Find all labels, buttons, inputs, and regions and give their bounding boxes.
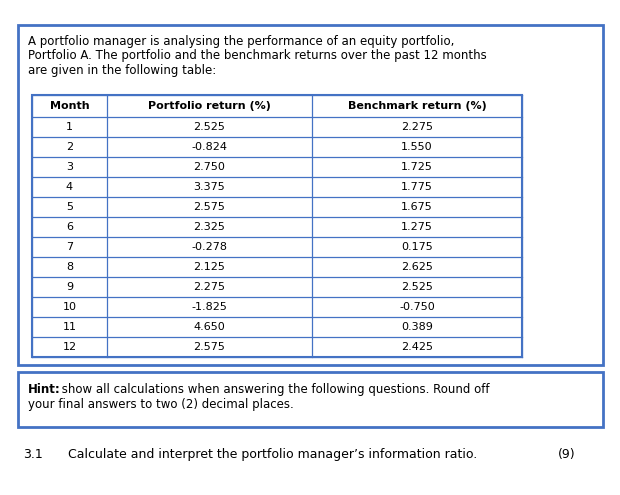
Text: show all calculations when answering the following questions. Round off: show all calculations when answering the… (58, 383, 490, 396)
Text: 2.125: 2.125 (193, 262, 226, 272)
Text: 3.1: 3.1 (23, 448, 43, 461)
Text: Portfolio return (%): Portfolio return (%) (148, 101, 271, 111)
Text: -0.278: -0.278 (192, 242, 228, 252)
Text: 2.275: 2.275 (401, 122, 433, 132)
Text: 1.725: 1.725 (401, 162, 433, 172)
Text: -0.824: -0.824 (192, 142, 228, 152)
Text: 2.275: 2.275 (193, 282, 226, 292)
Text: 3: 3 (66, 162, 73, 172)
Text: (9): (9) (558, 448, 575, 461)
Text: -0.750: -0.750 (399, 302, 435, 312)
Text: 1.550: 1.550 (401, 142, 433, 152)
Text: Benchmark return (%): Benchmark return (%) (348, 101, 486, 111)
Text: 11: 11 (63, 322, 76, 332)
Text: 2.750: 2.750 (193, 162, 226, 172)
Text: 2.575: 2.575 (193, 342, 226, 352)
Text: 2.575: 2.575 (193, 202, 226, 212)
Text: 1.275: 1.275 (401, 222, 433, 232)
Text: 12: 12 (63, 342, 76, 352)
Text: -1.825: -1.825 (192, 302, 228, 312)
Text: 7: 7 (66, 242, 73, 252)
Text: 2.625: 2.625 (401, 262, 433, 272)
Text: are given in the following table:: are given in the following table: (28, 64, 216, 77)
Text: 2.525: 2.525 (193, 122, 226, 132)
Text: Hint:: Hint: (28, 383, 61, 396)
Bar (18, 372, 603, 427)
Text: 2.425: 2.425 (401, 342, 433, 352)
Text: A portfolio manager is analysing the performance of an equity portfolio,: A portfolio manager is analysing the per… (28, 35, 454, 48)
Bar (18, 25, 603, 365)
Text: 1.775: 1.775 (401, 182, 433, 192)
Text: 2.525: 2.525 (401, 282, 433, 292)
Text: your final answers to two (2) decimal places.: your final answers to two (2) decimal pl… (28, 398, 294, 411)
Text: Portfolio A. The portfolio and the benchmark returns over the past 12 months: Portfolio A. The portfolio and the bench… (28, 50, 487, 62)
Bar (32, 95, 522, 357)
Text: 0.175: 0.175 (401, 242, 433, 252)
Text: 8: 8 (66, 262, 73, 272)
Text: 9: 9 (66, 282, 73, 292)
Text: Month: Month (50, 101, 89, 111)
Text: 3.375: 3.375 (193, 182, 226, 192)
Text: 4: 4 (66, 182, 73, 192)
Text: 1.675: 1.675 (401, 202, 433, 212)
Text: 10: 10 (63, 302, 76, 312)
Text: Calculate and interpret the portfolio manager’s information ratio.: Calculate and interpret the portfolio ma… (68, 448, 477, 461)
Text: 6: 6 (66, 222, 73, 232)
Text: 2.325: 2.325 (193, 222, 226, 232)
Text: 1: 1 (66, 122, 73, 132)
Text: 5: 5 (66, 202, 73, 212)
Text: 0.389: 0.389 (401, 322, 433, 332)
Text: 4.650: 4.650 (193, 322, 226, 332)
Text: 2: 2 (66, 142, 73, 152)
